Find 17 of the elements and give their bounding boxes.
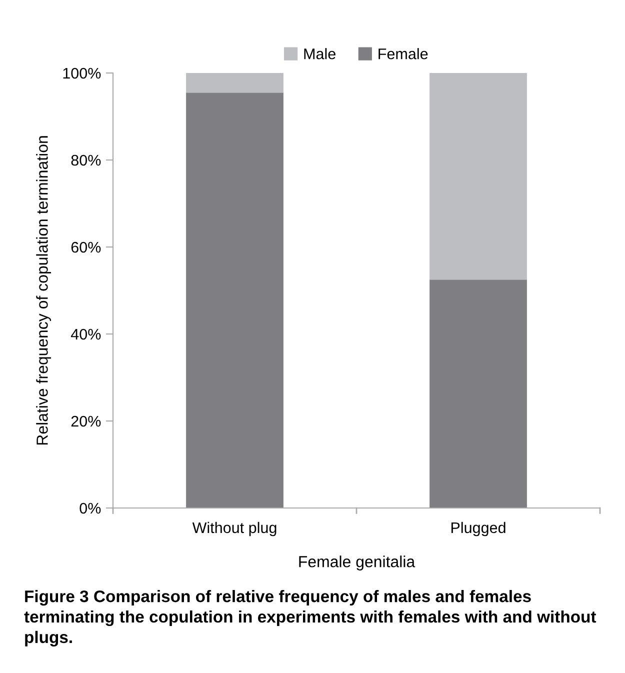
bar — [186, 92, 284, 508]
y-tick-label: 100% — [63, 68, 101, 79]
y-axis-title: Relative frequency of copulation termination — [36, 136, 52, 445]
bar — [186, 73, 284, 93]
x-tick-label: Without plug — [192, 522, 276, 536]
y-tick-label: 80% — [71, 154, 101, 166]
bar — [430, 280, 527, 508]
bar — [430, 73, 527, 280]
y-tick-label: 60% — [71, 242, 101, 253]
y-tick-label: 40% — [70, 328, 101, 340]
x-tick-label: Plugged — [451, 522, 506, 536]
legend-label: Female — [378, 48, 428, 60]
y-tick-label: 20% — [71, 416, 101, 427]
caption: Figure 3 Comparison of relative frequency of males and females terminating the copulation in experiments with females with and without plugs. — [24, 590, 596, 646]
legend-label: Male — [304, 48, 336, 60]
y-tick-label: 0% — [80, 502, 101, 514]
x-axis-title: Female genitalia — [299, 556, 416, 570]
